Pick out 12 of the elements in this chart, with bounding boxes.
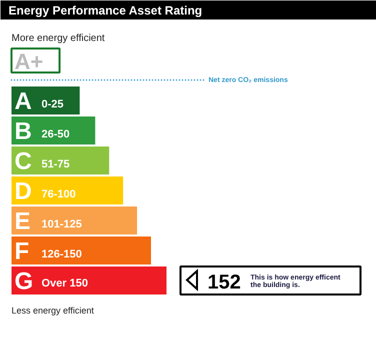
y-tick-label: A 0-25 xyxy=(14,88,64,115)
text: Less energy efficient xyxy=(12,306,94,316)
y-tick-label: C 51-75 xyxy=(14,148,70,175)
y-tick-label: D 76-100 xyxy=(14,178,76,205)
chart-subtitle: More energy efficient xyxy=(12,33,105,44)
y-tick-label: F 126-150 xyxy=(14,238,82,265)
y-tick-label: A+ xyxy=(14,49,44,74)
chart-title: Energy Performance Asset Rating xyxy=(8,4,202,18)
y-tick-label: B 26-50 xyxy=(14,118,70,145)
y-tick-label: G Over 150 xyxy=(14,268,88,295)
text: 152 xyxy=(208,272,241,294)
y-tick-label: E 101-125 xyxy=(14,208,82,235)
